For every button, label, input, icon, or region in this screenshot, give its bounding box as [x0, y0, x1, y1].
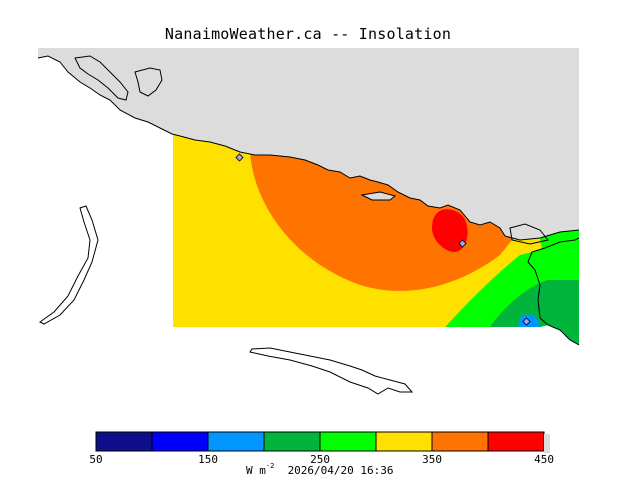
strait-island-coast: [360, 191, 397, 201]
colorbar-bin-50-100: [95, 431, 153, 452]
peninsula-coast: [509, 223, 549, 245]
map-footer: W m-2 2026/04/20 16:36: [246, 462, 394, 477]
colorbar-bin-200-250: [263, 431, 321, 452]
colorbar-bin-100-150: [151, 431, 209, 452]
island-north: [75, 56, 128, 100]
island-northeast-coast: [134, 67, 163, 97]
band-400-450: [432, 209, 468, 252]
colorbar-bin-400-450: [487, 431, 545, 452]
island-northeast: [135, 68, 162, 96]
colorbar-tick-350: 350: [422, 453, 442, 466]
colorbar-tick-50: 50: [89, 453, 103, 466]
colorbar-bin-150-200: [207, 431, 265, 452]
timestamp: 2026/04/20 16:36: [287, 464, 394, 477]
colorbar-bin-250-300: [319, 431, 377, 452]
station-marker-powell-river: [235, 153, 244, 162]
band-250-300-east: [540, 230, 579, 262]
island-southwest: [39, 205, 99, 325]
colorbar-bin-350-400: [431, 431, 489, 452]
colorbar-bin-300-350: [375, 431, 433, 452]
colorbar-tick-250: 250: [310, 453, 330, 466]
colorbar: [95, 431, 550, 453]
island-south: [249, 347, 414, 395]
colorbar-tick-150: 150: [198, 453, 218, 466]
map-title: NanaimoWeather.ca -- Insolation: [164, 25, 452, 43]
station-marker-victoria: [522, 317, 531, 326]
mainland-coastline: [37, 55, 580, 241]
colorbar-tick-450: 450: [534, 453, 554, 466]
station-marker-nanaimo: [458, 239, 467, 248]
mainland-landmass: [38, 48, 579, 345]
units-exponent: -2: [265, 462, 275, 470]
colorbar-shadow: [544, 434, 550, 453]
east-coastline: [527, 237, 580, 346]
units-label: W m: [246, 464, 266, 477]
island-north-coast: [74, 55, 129, 101]
